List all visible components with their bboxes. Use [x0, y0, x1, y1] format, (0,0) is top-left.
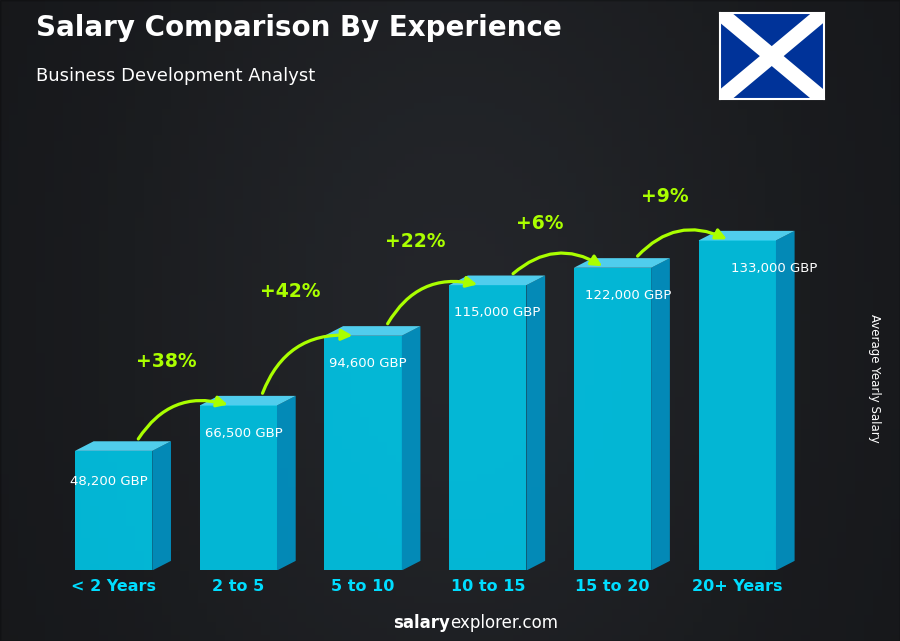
Polygon shape — [200, 406, 277, 570]
Text: explorer.com: explorer.com — [450, 614, 558, 632]
Polygon shape — [526, 276, 545, 570]
Polygon shape — [449, 285, 526, 570]
FancyArrowPatch shape — [513, 253, 599, 274]
Text: 115,000 GBP: 115,000 GBP — [454, 306, 541, 319]
Text: Business Development Analyst: Business Development Analyst — [36, 67, 315, 85]
Polygon shape — [152, 441, 171, 570]
Polygon shape — [324, 326, 420, 336]
Text: +42%: +42% — [260, 282, 321, 301]
Text: +38%: +38% — [136, 352, 196, 371]
Polygon shape — [75, 451, 152, 570]
Text: +6%: +6% — [517, 214, 564, 233]
Text: 133,000 GBP: 133,000 GBP — [731, 262, 817, 274]
Text: 122,000 GBP: 122,000 GBP — [585, 289, 671, 302]
Polygon shape — [75, 441, 171, 451]
Polygon shape — [574, 268, 652, 570]
FancyArrowPatch shape — [263, 330, 349, 394]
FancyArrowPatch shape — [139, 397, 224, 439]
FancyArrowPatch shape — [388, 278, 473, 324]
Text: salary: salary — [393, 614, 450, 632]
Polygon shape — [200, 396, 296, 406]
Text: 94,600 GBP: 94,600 GBP — [329, 357, 407, 370]
Polygon shape — [776, 231, 795, 570]
Polygon shape — [324, 336, 401, 570]
Polygon shape — [574, 258, 670, 268]
Text: 66,500 GBP: 66,500 GBP — [204, 427, 283, 440]
Text: +22%: +22% — [385, 231, 446, 251]
Polygon shape — [698, 240, 776, 570]
FancyArrowPatch shape — [637, 229, 724, 256]
Polygon shape — [401, 326, 420, 570]
Text: Average Yearly Salary: Average Yearly Salary — [868, 314, 881, 442]
Text: Salary Comparison By Experience: Salary Comparison By Experience — [36, 14, 562, 42]
Text: +9%: +9% — [641, 187, 688, 206]
Polygon shape — [277, 396, 296, 570]
Polygon shape — [652, 258, 670, 570]
Text: 48,200 GBP: 48,200 GBP — [70, 475, 148, 488]
Polygon shape — [698, 231, 795, 240]
Polygon shape — [449, 276, 545, 285]
